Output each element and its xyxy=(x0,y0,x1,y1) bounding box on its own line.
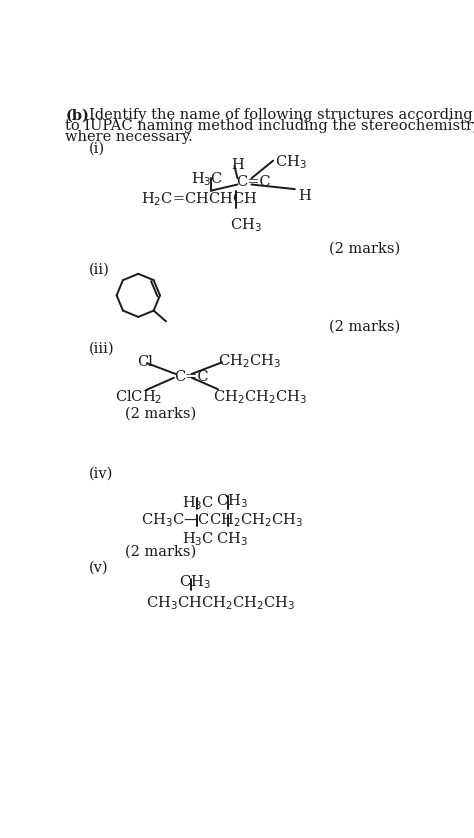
Text: (2 marks): (2 marks) xyxy=(125,545,196,559)
Text: H$_3$C: H$_3$C xyxy=(182,494,214,512)
Text: (iv): (iv) xyxy=(89,466,113,480)
Text: CH$_3$C—CCH$_2$CH$_2$CH$_3$: CH$_3$C—CCH$_2$CH$_2$CH$_3$ xyxy=(141,512,302,530)
Text: H$_3$C: H$_3$C xyxy=(182,530,214,548)
Text: (b): (b) xyxy=(65,108,89,122)
Text: CH$_3$: CH$_3$ xyxy=(179,573,211,591)
Text: (i): (i) xyxy=(89,142,105,155)
Text: CH$_3$: CH$_3$ xyxy=(216,493,247,510)
Text: H: H xyxy=(231,158,244,173)
Text: CH$_3$CHCH$_2$CH$_2$CH$_3$: CH$_3$CHCH$_2$CH$_2$CH$_3$ xyxy=(146,594,295,612)
Text: Cl: Cl xyxy=(137,355,153,370)
Text: (iii): (iii) xyxy=(89,342,114,355)
Text: CH$_3$: CH$_3$ xyxy=(230,216,262,234)
Text: CH$_3$: CH$_3$ xyxy=(275,153,306,171)
Text: (ii): (ii) xyxy=(89,262,109,277)
Text: C=C: C=C xyxy=(236,175,271,189)
Text: (v): (v) xyxy=(89,561,109,575)
Text: H$_2$C=CHCHCH: H$_2$C=CHCHCH xyxy=(141,191,257,209)
Text: (2 marks): (2 marks) xyxy=(125,406,196,420)
Text: CH$_2$CH$_3$: CH$_2$CH$_3$ xyxy=(218,352,281,370)
Text: (2 marks): (2 marks) xyxy=(329,241,400,256)
Text: H$_3$C: H$_3$C xyxy=(191,170,223,188)
Text: H: H xyxy=(298,189,310,203)
Text: ClCH$_2$: ClCH$_2$ xyxy=(115,389,163,406)
Text: Identify the name of following structures according: Identify the name of following structure… xyxy=(89,108,472,122)
Text: where necessary.: where necessary. xyxy=(65,130,193,144)
Text: to IUPAC naming method including the stereochemistry: to IUPAC naming method including the ste… xyxy=(65,119,474,133)
Text: (2 marks): (2 marks) xyxy=(329,319,400,334)
Text: C=C: C=C xyxy=(174,370,209,384)
Text: CH$_2$CH$_2$CH$_3$: CH$_2$CH$_2$CH$_3$ xyxy=(213,389,307,406)
Text: CH$_3$: CH$_3$ xyxy=(216,530,247,548)
